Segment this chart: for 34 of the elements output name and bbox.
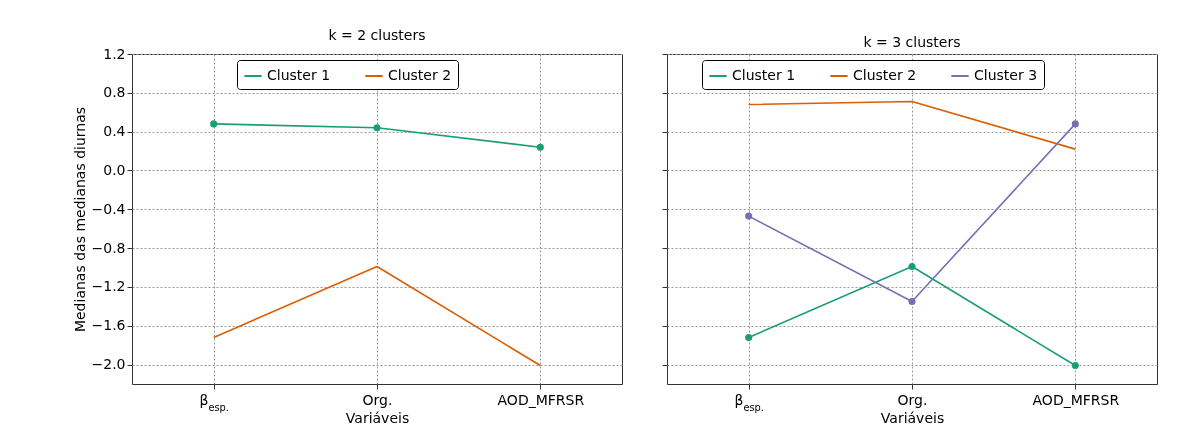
x-tick-label: Org. (897, 391, 928, 408)
y-axis-title: Medianas das medianas diurnas (71, 106, 88, 333)
point (745, 212, 753, 220)
x-tick-label: AOD_MFRSR (497, 391, 585, 408)
legend-label: Cluster 1 (267, 67, 331, 83)
x-tick-label: AOD_MFRSR (1032, 391, 1120, 408)
point (536, 143, 544, 151)
x-tick-label: β$_{esp.}$ (199, 391, 229, 412)
point (210, 120, 218, 128)
x-axis-title: Variáveis (880, 409, 945, 426)
y-tick-label: −1.2 (91, 278, 126, 295)
x-axis-title: Variáveis (345, 409, 410, 426)
y-tick-label: 0.8 (103, 84, 126, 101)
legend-label: Cluster 2 (388, 67, 452, 83)
y-tick-label: 1.2 (103, 45, 126, 62)
y-tick-label: 0.4 (103, 123, 126, 140)
chart-title: k = 2 clusters (328, 27, 426, 43)
point (373, 124, 381, 132)
legend-label: Cluster 3 (974, 67, 1038, 83)
x-tick-label: β$_{esp.}$ (734, 391, 764, 412)
y-tick-label: −1.6 (91, 317, 126, 334)
point (1071, 120, 1079, 128)
point (745, 333, 753, 341)
legend-label: Cluster 2 (853, 67, 917, 83)
x-tick-label: Org. (362, 391, 393, 408)
point (908, 263, 916, 271)
point (908, 297, 916, 306)
legend-label: Cluster 1 (732, 67, 796, 83)
chart-title: k = 3 clusters (863, 33, 961, 50)
y-tick-label: −0.8 (91, 239, 126, 256)
point (1071, 362, 1079, 370)
y-tick-label: 0.0 (103, 161, 126, 178)
y-tick-label: −0.4 (91, 200, 126, 217)
y-tick-label: −2.0 (91, 356, 126, 373)
